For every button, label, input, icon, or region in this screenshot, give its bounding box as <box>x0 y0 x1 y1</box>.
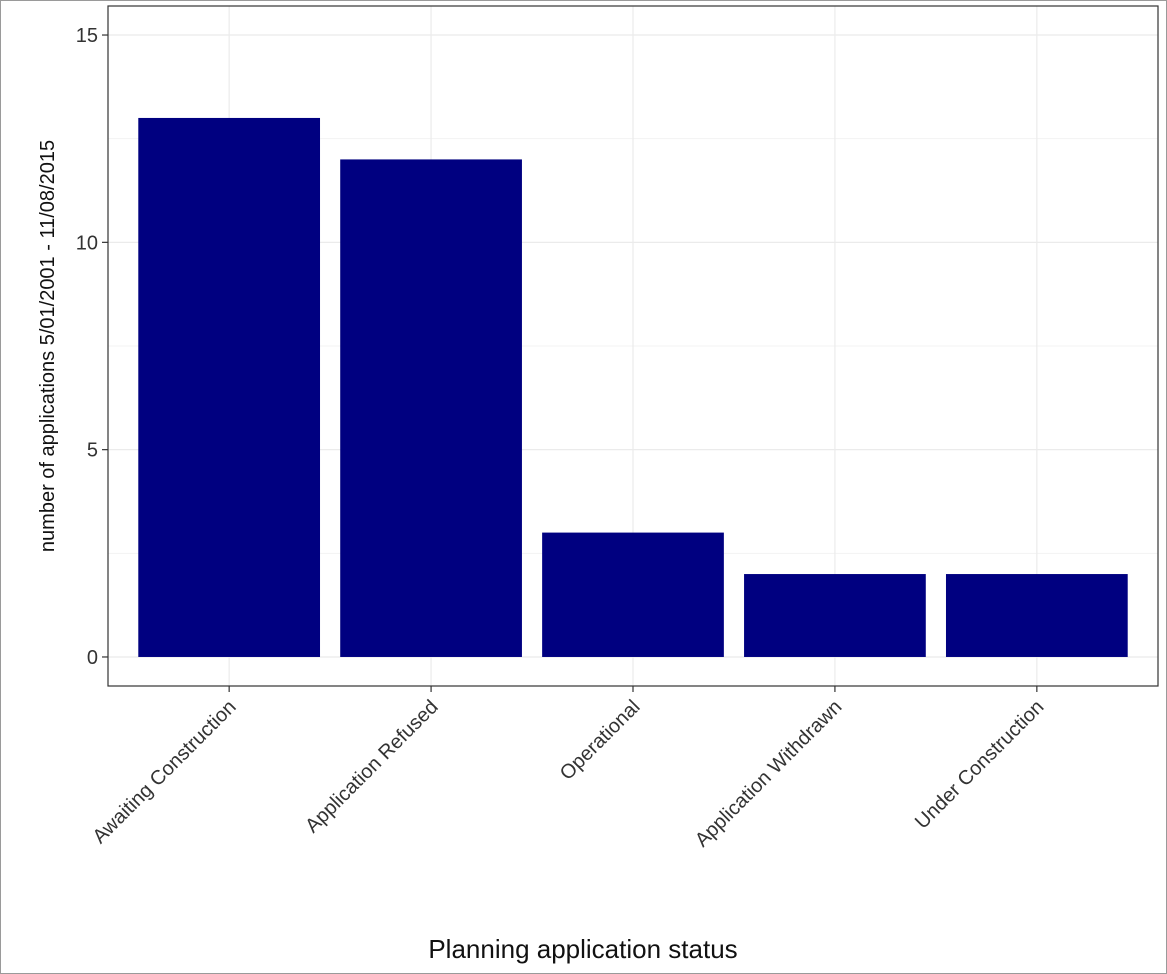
x-axis-ticks: Awaiting Construction Application Refused… <box>89 686 1048 851</box>
y-tick-label: 5 <box>87 440 98 462</box>
bar <box>138 117 321 657</box>
bar <box>744 574 926 657</box>
x-tick-label: Application Withdrawn <box>691 696 846 851</box>
x-tick-label: Operational <box>556 696 645 785</box>
x-axis-title: Planning application status <box>428 934 737 964</box>
y-tick-label: 15 <box>76 25 98 47</box>
y-tick-label: 10 <box>76 232 98 254</box>
x-tick-label: Application Refused <box>301 696 442 837</box>
y-axis-title: number of applications 5/01/2001 - 11/08… <box>37 140 59 552</box>
bar <box>340 159 522 657</box>
x-tick-label: Under Construction <box>911 696 1048 833</box>
y-tick-label: 0 <box>87 647 98 669</box>
bar <box>542 532 724 657</box>
y-axis-ticks: 0 5 10 15 <box>76 25 108 669</box>
bars <box>138 117 1128 657</box>
bar <box>945 574 1128 657</box>
x-tick-label: Awaiting Construction <box>89 696 241 848</box>
